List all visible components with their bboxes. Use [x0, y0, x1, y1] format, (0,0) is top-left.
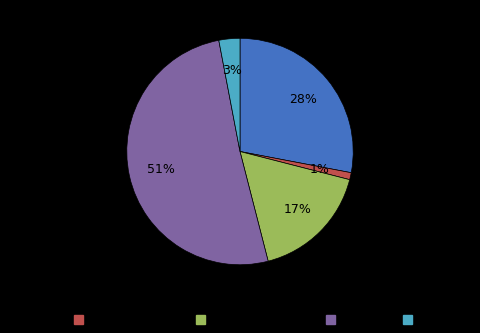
- Wedge shape: [240, 152, 351, 180]
- Text: 51%: 51%: [146, 163, 174, 176]
- Text: 1%: 1%: [310, 163, 329, 176]
- Text: 28%: 28%: [289, 93, 317, 106]
- Text: 3%: 3%: [222, 64, 242, 77]
- Text: 17%: 17%: [284, 203, 312, 216]
- Wedge shape: [219, 38, 240, 152]
- Legend: Wages & Salaries, Employee Benefits, Operating Expenses, Safety Net, Grants & Su: Wages & Salaries, Employee Benefits, Ope…: [0, 313, 480, 327]
- Wedge shape: [240, 38, 353, 173]
- Wedge shape: [127, 40, 268, 265]
- Wedge shape: [240, 152, 349, 261]
